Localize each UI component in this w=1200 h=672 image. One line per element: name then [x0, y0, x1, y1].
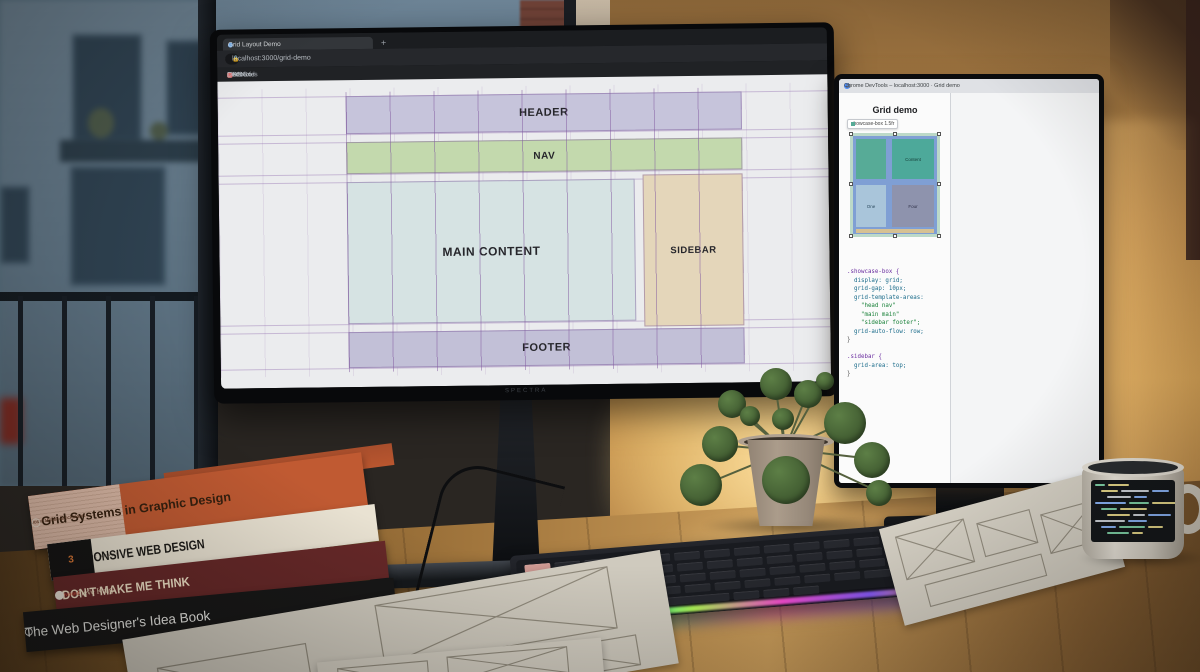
main-monitor-stand — [492, 392, 540, 572]
maximize-button[interactable]: □ — [846, 82, 850, 90]
lamp-glow-right — [1086, 120, 1200, 480]
main-monitor: Grid Layout Demo + ‹ › ⟳ 🔒 localhost:300… — [209, 22, 839, 404]
app-icon — [844, 83, 850, 89]
window-left — [0, 0, 216, 486]
grid-footer-strip — [856, 229, 934, 233]
element-size-tooltip: showcase-box 1.5fr — [847, 119, 899, 129]
book-series-number: 3 — [67, 554, 75, 566]
side-monitor: Chrome DevTools – localhost:3000 · Grid … — [834, 74, 1104, 488]
window-title: Chrome DevTools – localhost:3000 · Grid … — [844, 83, 960, 89]
mug-interior — [1088, 461, 1178, 474]
new-tab-button[interactable]: + — [380, 37, 387, 48]
devtools-window: Chrome DevTools – localhost:3000 · Grid … — [839, 79, 1099, 483]
url-text: localhost:3000/grid-demo — [232, 54, 311, 63]
mug-code-print — [1091, 480, 1175, 542]
inspected-grid-preview[interactable]: Content One Four — [849, 132, 941, 238]
potted-plant — [678, 368, 893, 533]
swatch-icon — [851, 122, 855, 126]
grid-cell: One — [856, 185, 886, 227]
grid-demo-container: HEADER NAV MAIN CONTENT SIDEBAR FOOTER — [345, 87, 745, 378]
preview-page-title: Grid demo — [872, 105, 918, 115]
grid-cell: Content — [892, 139, 934, 179]
grid-overlay-columns — [345, 87, 745, 373]
grid-cell — [856, 139, 886, 179]
css-code-snippet: .showcase-box { display: grid; grid-gap:… — [847, 269, 924, 377]
devtools-titlebar: Chrome DevTools – localhost:3000 · Grid … — [839, 79, 1099, 93]
close-button[interactable]: ✕ — [846, 83, 852, 90]
grid-cell: Four — [892, 185, 934, 227]
main-screen: Grid Layout Demo + ‹ › ⟳ 🔒 localhost:300… — [216, 27, 832, 389]
tab-title: Grid Layout Demo — [227, 40, 281, 49]
wireframe-sketch-paper — [316, 637, 605, 672]
url-field[interactable]: 🔒 localhost:3000/grid-demo — [225, 53, 311, 65]
minimize-button[interactable]: – — [846, 82, 850, 90]
grid-demo-page: HEADER NAV MAIN CONTENT SIDEBAR FOOTER — [217, 74, 832, 389]
code-mug — [1082, 458, 1200, 568]
